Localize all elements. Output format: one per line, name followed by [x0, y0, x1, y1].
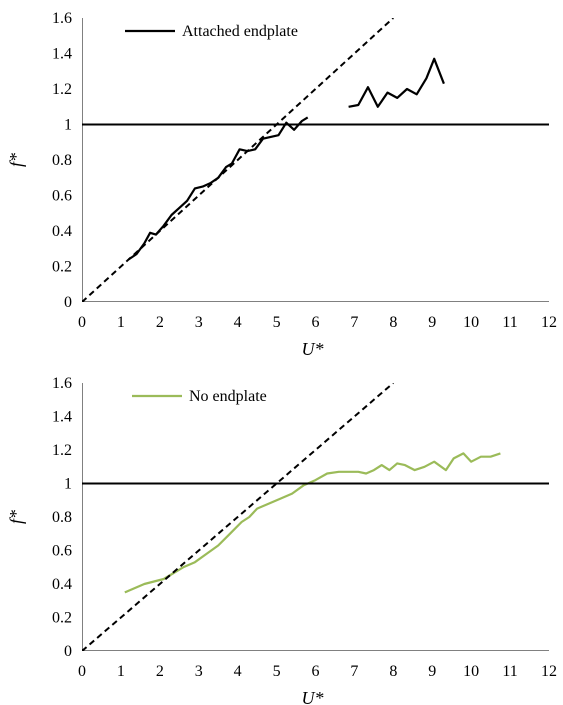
plot-area — [82, 383, 549, 651]
y-tick-label: 0.6 — [52, 543, 72, 560]
y-tick-label: 1.2 — [52, 442, 72, 459]
x-tick-label: 9 — [428, 314, 436, 331]
y-tick-label: 0.2 — [52, 610, 72, 627]
y-axis-title: f* — [6, 510, 26, 524]
series-no-endplate — [124, 452, 501, 594]
x-tick-label: 9 — [428, 663, 436, 680]
y-tick-label: 0 — [64, 294, 72, 311]
x-axis-title: U* — [302, 688, 324, 705]
x-tick-label: 5 — [273, 663, 281, 680]
series-attached-endplate — [128, 116, 309, 261]
x-tick-label: 10 — [463, 663, 479, 680]
x-tick-label: 8 — [389, 314, 397, 331]
y-tick-label: 1 — [64, 476, 72, 493]
chart-attached-endplate: 00.20.40.60.811.21.41.6 0 1 2 3 4 5 6 7 8 9 10 11 12… — [6, 10, 557, 359]
x-tick-label: 3 — [195, 663, 203, 680]
x-tick-label: 4 — [234, 314, 242, 331]
x-tick-label: 11 — [502, 314, 517, 331]
x-tick-label: 1 — [117, 314, 125, 331]
series-attached-endplate — [348, 57, 445, 108]
x-tick-label: 0 — [78, 314, 86, 331]
x-tick-label: 2 — [156, 663, 164, 680]
y-axis-title: f* — [6, 153, 26, 167]
y-tick-label: 0 — [64, 643, 72, 660]
plot-area — [82, 18, 549, 302]
x-tick-label: 4 — [234, 663, 242, 680]
x-tick-label: 11 — [502, 663, 517, 680]
legend-label: Attached endplate — [182, 23, 298, 40]
y-tick-label: 0.8 — [52, 509, 72, 526]
x-tick-label: 5 — [273, 314, 281, 331]
y-tick-label: 0.6 — [52, 188, 72, 205]
x-tick-label: 3 — [195, 314, 203, 331]
x-tick-label: 2 — [156, 314, 164, 331]
x-tick-label: 8 — [389, 663, 397, 680]
y-tick-label: 1.4 — [52, 409, 72, 426]
x-tick-label: 6 — [312, 314, 320, 331]
x-tick-label: 0 — [78, 663, 86, 680]
y-tick-label: 1 — [64, 117, 72, 134]
x-tick-label: 6 — [312, 663, 320, 680]
reference-line-dashed — [82, 18, 394, 302]
x-tick-labels: 0 1 2 3 4 5 6 7 8 9 10 11 12 — [78, 314, 557, 331]
x-tick-label: 1 — [117, 663, 125, 680]
y-tick-label: 1.6 — [52, 10, 72, 27]
legend-label: No endplate — [189, 388, 267, 405]
x-axis-title: U* — [302, 339, 324, 359]
y-tick-label: 1.6 — [52, 375, 72, 392]
x-tick-label: 12 — [541, 663, 557, 680]
y-tick-label: 0.4 — [52, 576, 72, 593]
reference-line-dashed — [82, 383, 394, 651]
legend: No endplate — [132, 388, 267, 405]
y-tick-label: 0.4 — [52, 223, 72, 240]
x-tick-label: 7 — [350, 314, 358, 331]
x-tick-label: 7 — [350, 663, 358, 680]
y-tick-labels: 0 0.2 0.4 0.6 0.8 1 1.2 1.4 1.6 — [52, 375, 72, 660]
chart-no-endplate: 00.20.40.60.811.21.41.6 0 1 2 3 4 5 6 7 8 9 10 11 12… — [6, 375, 557, 705]
x-tick-labels: 0 1 2 3 4 5 6 7 8 9 10 11 12 — [78, 663, 557, 680]
x-tick-label: 10 — [463, 314, 479, 331]
y-tick-labels: 0 0.2 0.4 0.6 0.8 1 1.2 1.4 1.6 — [52, 10, 72, 311]
y-tick-label: 1.2 — [52, 81, 72, 98]
y-tick-label: 0.8 — [52, 152, 72, 169]
x-tick-label: 12 — [541, 314, 557, 331]
y-tick-label: 1.4 — [52, 46, 72, 63]
y-tick-label: 0.2 — [52, 259, 72, 276]
legend: Attached endplate — [125, 23, 298, 40]
